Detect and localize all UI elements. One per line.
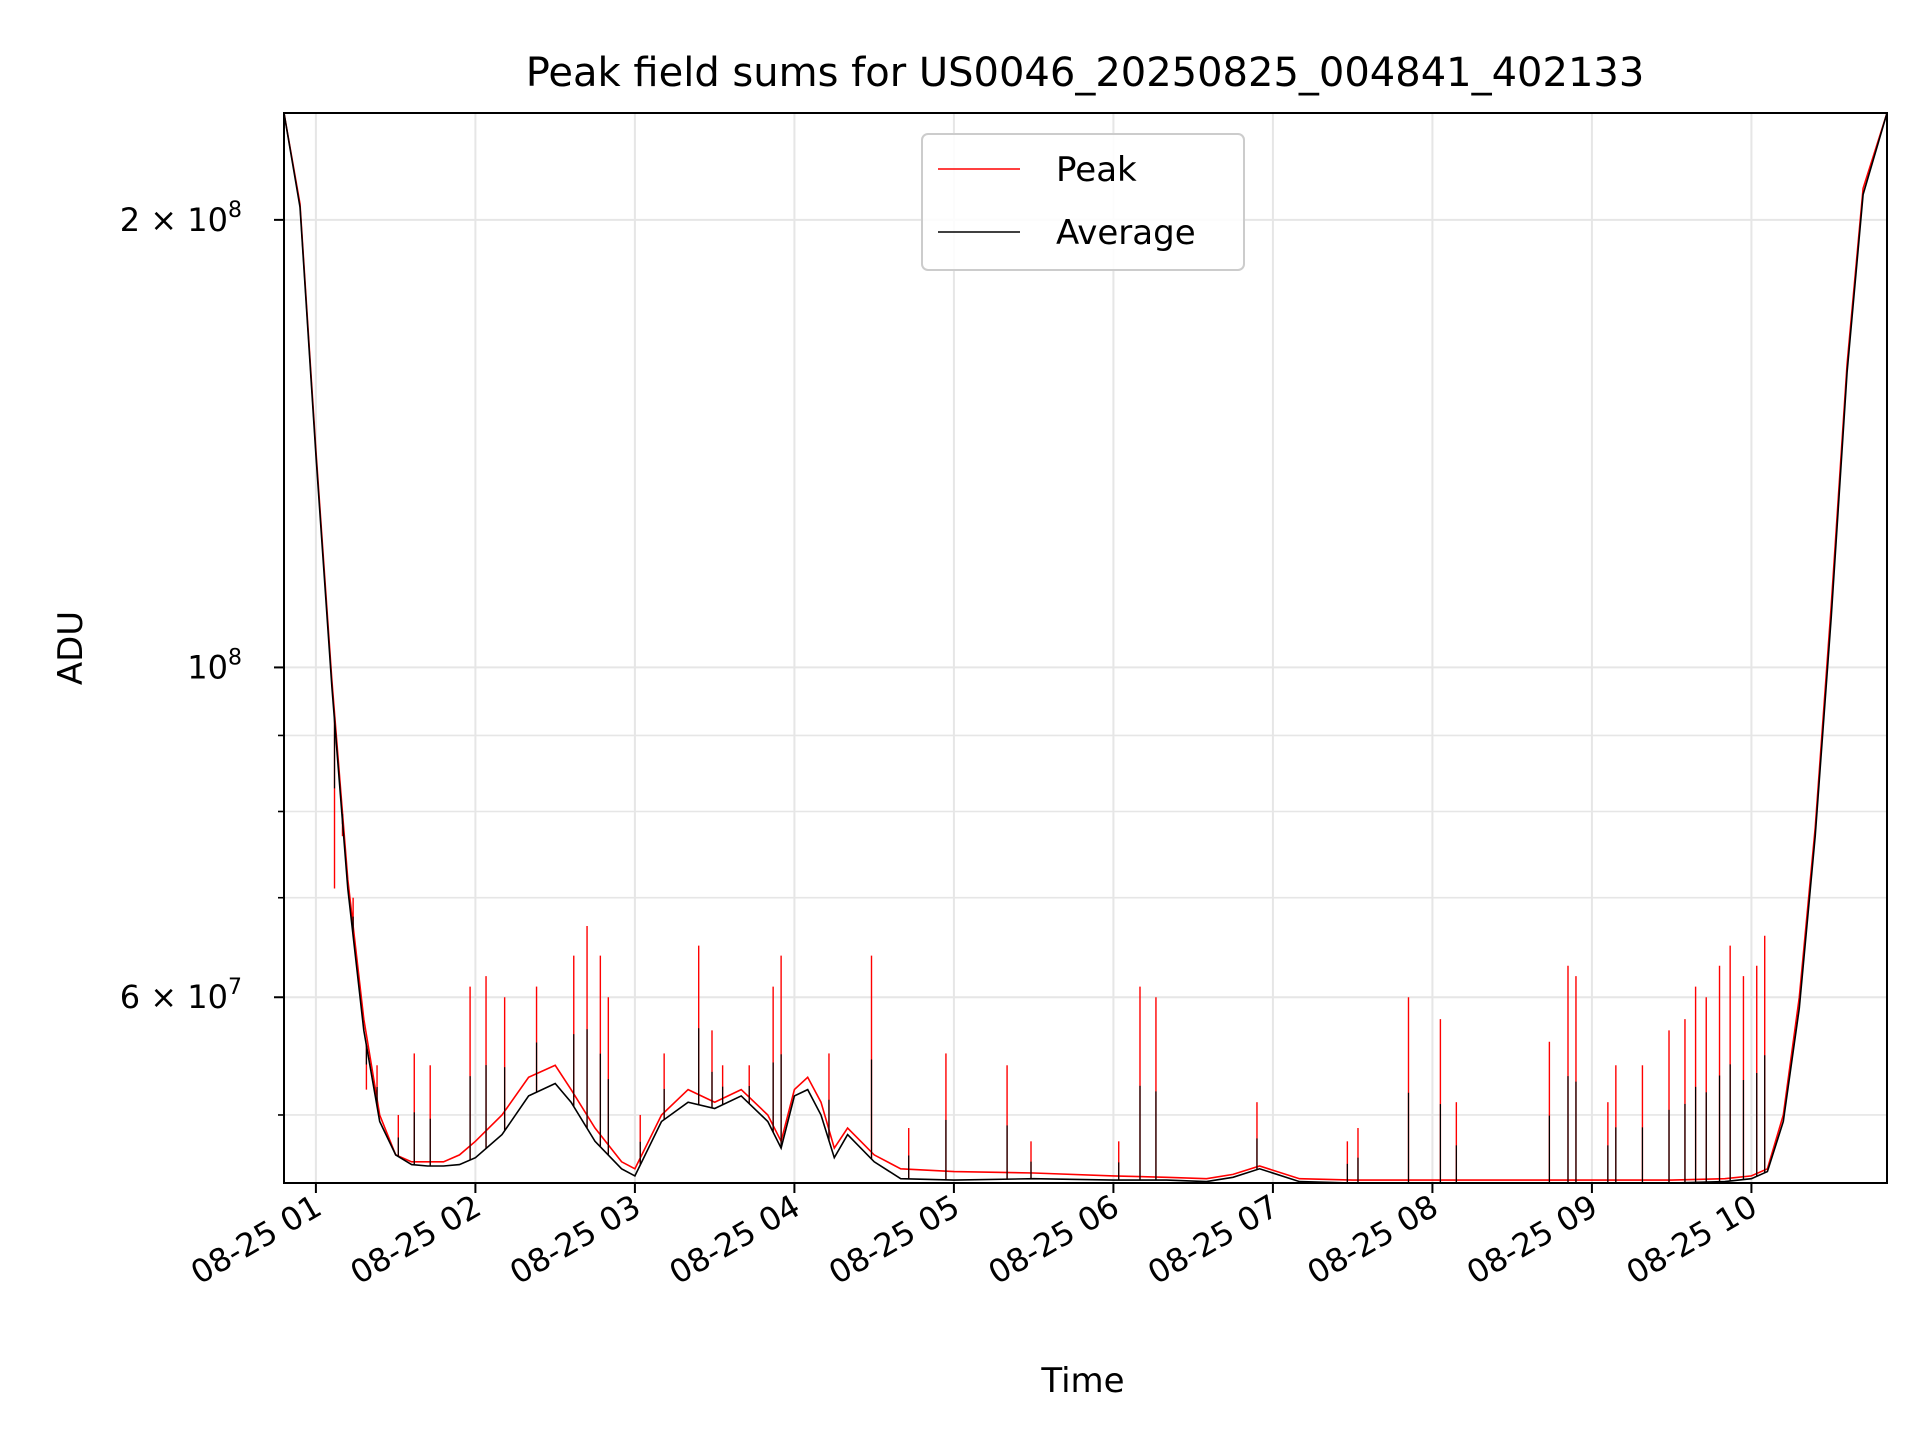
y-axis-ticks: 2 × 108 108 6 × 107 — [120, 198, 284, 1116]
plot-frame — [283, 112, 1888, 1184]
series-average — [284, 113, 1887, 1183]
legend-label-peak: Peak — [1056, 150, 1137, 190]
y-tick-label: 2 × 108 — [120, 198, 242, 239]
legend: Peak Average — [921, 133, 1245, 271]
legend-label-average: Average — [1056, 213, 1196, 253]
y-tick-label: 6 × 107 — [120, 975, 242, 1016]
x-axis-label: Time — [1040, 1361, 1124, 1401]
y-tick-label: 108 — [187, 645, 242, 686]
chart-title: Peak field sums for US0046_20250825_0048… — [526, 50, 1645, 96]
plot-area — [284, 113, 1887, 1183]
average-line — [284, 113, 1887, 1183]
legend-box — [921, 133, 1245, 271]
y-axis-label: ADU — [51, 611, 91, 685]
